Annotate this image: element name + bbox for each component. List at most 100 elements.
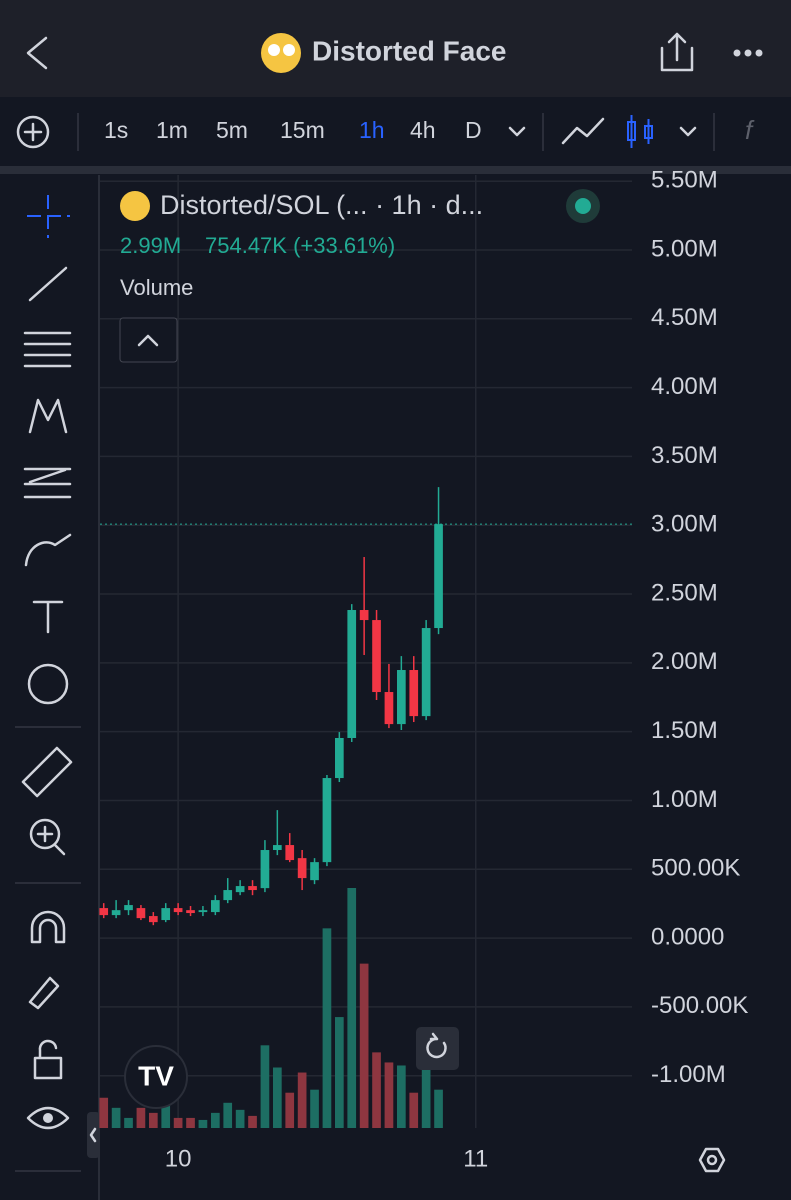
candle-body <box>272 845 282 851</box>
candle-body <box>223 890 233 901</box>
logo: TV <box>138 1060 174 1091</box>
volume-bar <box>111 1107 121 1128</box>
logo-badge[interactable] <box>124 1045 188 1109</box>
volume-bar <box>334 1017 344 1128</box>
ruler-tool[interactable] <box>21 746 73 798</box>
y-tick-label: 1.50M <box>651 717 718 744</box>
emoji-tool[interactable] <box>27 663 69 705</box>
volume-bar <box>223 1102 233 1128</box>
separator <box>0 166 791 174</box>
volume-bar <box>409 1092 419 1128</box>
x-tick-label: 10 <box>165 1145 192 1172</box>
volume-bar <box>359 963 369 1128</box>
y-tick-label: 5.50M <box>651 167 718 194</box>
volume-bar <box>210 1112 220 1128</box>
zoom-tool[interactable] <box>29 818 61 850</box>
volume-bar <box>186 1117 195 1128</box>
hide-tool[interactable] <box>26 1106 70 1130</box>
volume-bar <box>285 1092 295 1128</box>
interval[interactable]: 1m <box>156 117 188 143</box>
collapse-button[interactable] <box>119 317 178 363</box>
y-tick-label: 2.50M <box>651 579 718 606</box>
dropdown[interactable] <box>508 126 526 137</box>
candle-chart-button[interactable] <box>627 115 653 148</box>
candle-body <box>210 900 220 913</box>
plot-area: 5.50M 5.00M 4.50M 4.00M 3.50M 3.00M 2.50M 2.00M… <box>99 167 748 1172</box>
candle-body <box>359 610 369 621</box>
share-button[interactable] <box>660 32 694 72</box>
candle-body <box>322 778 332 863</box>
interval[interactable]: 1s <box>104 117 128 143</box>
volume-bar <box>136 1107 146 1128</box>
candle-body <box>347 610 357 738</box>
fib-tool[interactable] <box>23 331 72 368</box>
crosshair-tool[interactable] <box>27 195 70 238</box>
candle-body <box>235 886 245 893</box>
interval[interactable]: 5m <box>216 117 248 143</box>
y-tick-label: 4.00M <box>651 373 718 400</box>
volume-bar <box>272 1067 282 1128</box>
candle-body <box>124 905 133 911</box>
volume-bar <box>173 1117 183 1128</box>
forecast-tool[interactable] <box>23 467 72 499</box>
interval-active[interactable]: 1h <box>359 117 385 143</box>
symbol-icon <box>120 191 150 221</box>
zoom-icon <box>36 825 66 856</box>
volume-bar <box>248 1115 257 1128</box>
volume-bar <box>310 1089 319 1128</box>
back-button[interactable] <box>26 36 48 70</box>
brush-tool[interactable] <box>24 533 72 567</box>
candle-body <box>198 910 208 913</box>
candle-body <box>372 620 381 693</box>
eye-pupil <box>43 1113 53 1123</box>
emoji-icon <box>261 33 301 73</box>
line-chart-button[interactable] <box>561 117 605 145</box>
add-button[interactable] <box>16 115 50 149</box>
y-tick-label: -500.00K <box>651 992 748 1019</box>
volume-bar <box>260 1045 270 1128</box>
candle-body <box>260 850 270 889</box>
x-tick-label: 11 <box>463 1145 488 1172</box>
indicators-button[interactable]: f <box>745 115 755 145</box>
line-tool[interactable] <box>28 266 68 302</box>
settings-button[interactable] <box>698 1147 726 1173</box>
lock-drawing-tool[interactable] <box>28 976 60 1010</box>
volume-bar <box>148 1112 158 1128</box>
candle-body <box>186 910 195 914</box>
volume-bar <box>372 1052 381 1128</box>
y-tick-label: 1.00M <box>651 786 718 813</box>
sidebar-toggle[interactable] <box>87 1112 100 1158</box>
collapse-icon <box>137 334 159 347</box>
interval[interactable]: 4h <box>410 117 436 143</box>
more-button[interactable] <box>733 49 763 57</box>
y-tick-label: 3.50M <box>651 442 718 469</box>
interval[interactable]: D <box>465 117 482 143</box>
candle-body <box>173 908 183 913</box>
volume-bar <box>347 888 357 1128</box>
y-tick-label: 500.00K <box>651 855 740 882</box>
unlock-tool[interactable] <box>33 1039 63 1080</box>
volume-bar <box>161 1105 171 1128</box>
interval[interactable]: 15m <box>280 117 325 143</box>
reset-button[interactable] <box>416 1027 459 1070</box>
candle-body <box>384 692 394 725</box>
y-tick-label: -1.00M <box>651 1061 726 1088</box>
legend-title: Distorted/SOL (... · 1h · d... <box>160 190 483 220</box>
text-tool[interactable] <box>32 600 64 634</box>
candle-body <box>334 737 344 779</box>
dropdown[interactable] <box>679 126 697 137</box>
volume-bar <box>99 1097 109 1128</box>
candle-body <box>310 862 319 881</box>
reset-icon <box>426 1032 447 1059</box>
pattern-tool[interactable] <box>28 398 68 434</box>
candle-body <box>397 670 406 725</box>
candle-body <box>248 886 257 891</box>
candle-body <box>297 858 307 879</box>
y-tick-label: 0.0000 <box>651 923 724 950</box>
magnet-tool[interactable] <box>30 910 66 944</box>
volume-label: Volume <box>120 275 193 300</box>
status-dot <box>575 198 591 214</box>
settings-icon <box>706 1154 718 1166</box>
volume-bar <box>235 1109 245 1128</box>
